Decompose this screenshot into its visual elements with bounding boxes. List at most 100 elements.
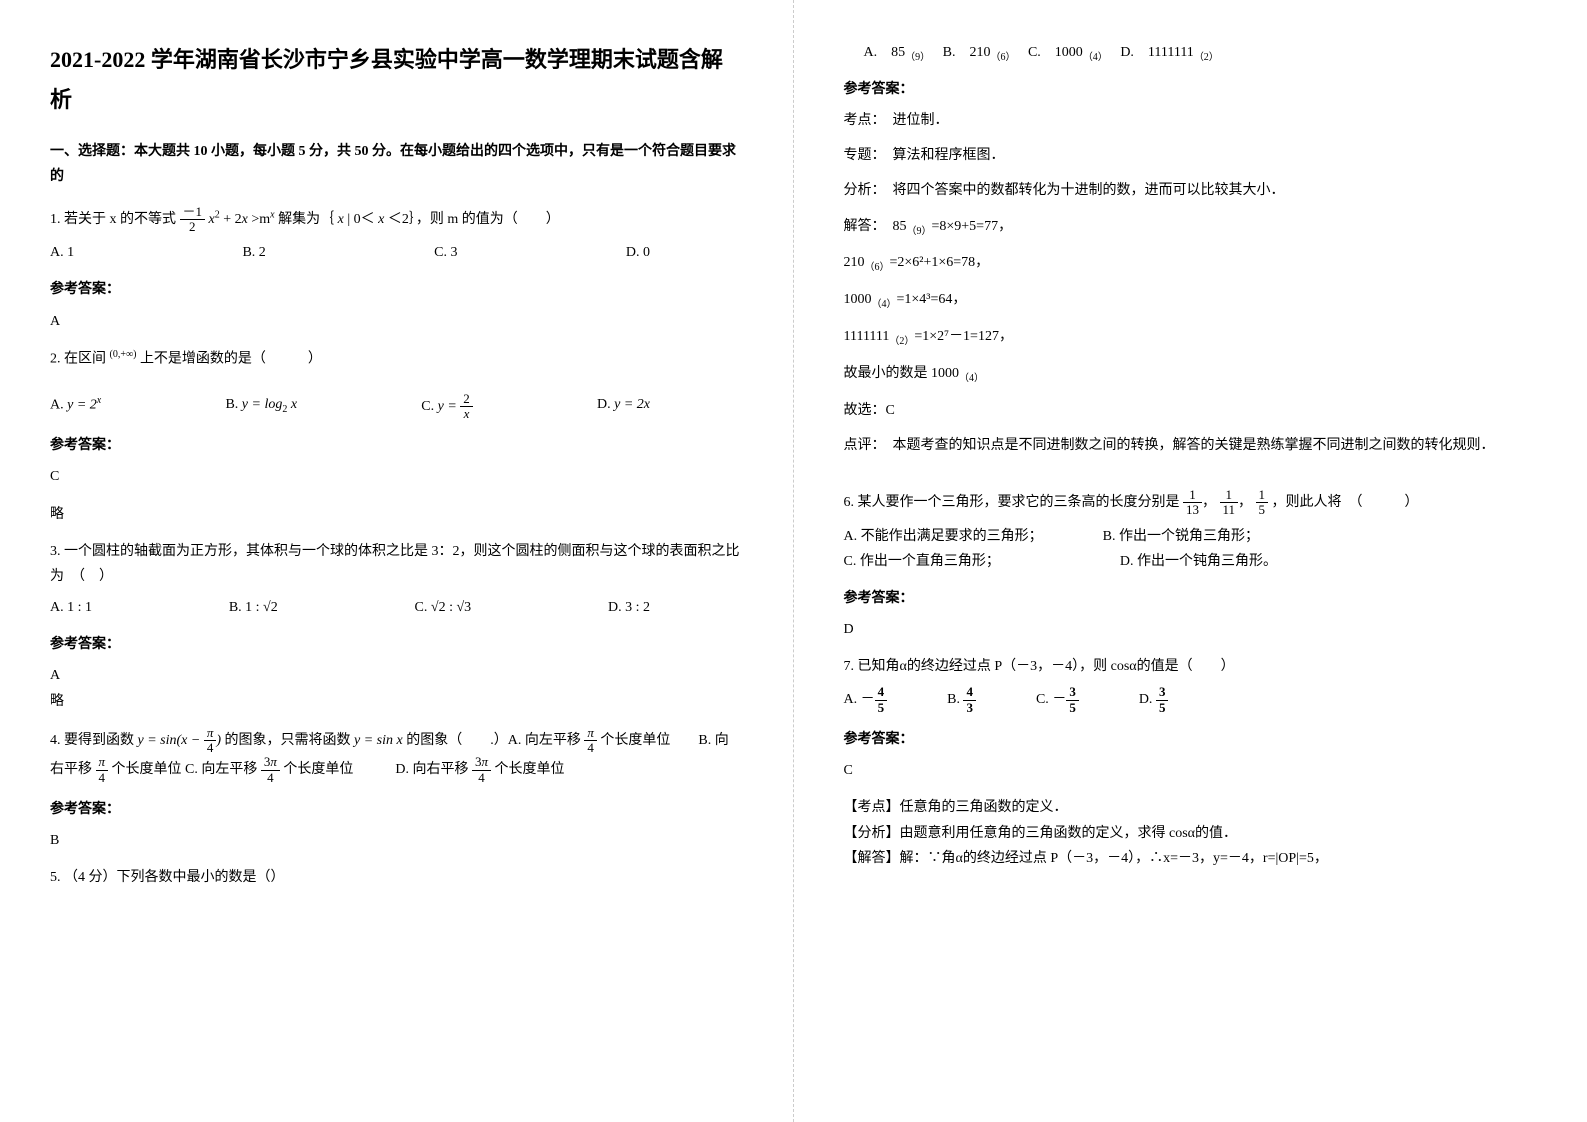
q5-text: 5. （4 分）下列各数中最小的数是（） <box>50 865 743 890</box>
s4b: （4） <box>872 299 897 310</box>
cp: ) <box>216 733 221 748</box>
q6-optA: A. 不能作出满足要求的三角形； <box>844 524 1043 549</box>
q3-optB: B. 1 : √2 <box>229 595 278 620</box>
q4-answer: B <box>50 828 743 853</box>
7bd: 3 <box>963 701 976 715</box>
d4a: 4 <box>204 741 217 755</box>
q4-fn2: y = sin x <box>354 733 403 748</box>
q2-interval: (0,+∞) <box>110 349 137 360</box>
q1-optA: A. 1 <box>50 240 74 265</box>
pi1: π <box>207 725 214 740</box>
d4d: 4 <box>261 771 280 785</box>
fenxi: 分析： 将四个答案中的数都转化为十进制的数，进而可以比较其大小． <box>844 178 1538 203</box>
s4c: （4） <box>959 373 984 384</box>
q4-tail4: 个长度单位 <box>495 762 565 777</box>
s9b: （9） <box>907 225 932 236</box>
7d: D. <box>1139 692 1156 707</box>
zhuanti: 专题： 算法和程序框图． <box>844 143 1538 168</box>
pi4: π <box>270 754 277 769</box>
fx: 将四个答案中的数都转化为十进制的数，进而可以比较其大小． <box>893 183 1285 198</box>
q2-prefix: 2. 在区间 <box>50 351 106 366</box>
section-intro: 一、选择题：本大题共 10 小题，每小题 5 分，共 50 分。在每小题给出的四… <box>50 139 743 189</box>
q7-jieda: 【解答】解：∵角α的终边经过点 P（－3，－4），∴x=－3，y=－4，r=|O… <box>844 846 1538 871</box>
q7-answer: C <box>844 758 1538 783</box>
q2-note: 略 <box>50 502 743 527</box>
l4s: =1×2⁷－1=127， <box>914 329 1013 344</box>
5a: A. 85 <box>864 45 906 60</box>
q1-cond2: ＜2｝，则 m 的值为（ ） <box>388 212 560 227</box>
cm: : <box>446 600 457 615</box>
q1-optC: C. 3 <box>434 240 457 265</box>
7c: C. <box>1036 692 1052 707</box>
yf: y = <box>438 399 461 414</box>
sp2: ， <box>1238 495 1252 510</box>
line3: 1000（4）=1×4³=64， <box>844 287 1538 314</box>
kd: 进位制． <box>893 113 949 128</box>
dpl: 点评： <box>844 438 879 453</box>
q7-text: 7. 已知角α的终边经过点 P（－3，－4），则 cosα的值是（ ） <box>844 654 1538 679</box>
5d: D. 1111111 <box>1120 45 1194 60</box>
oa: A. <box>50 397 67 412</box>
s22: √2 <box>431 600 446 615</box>
page-title: 2021-2022 学年湖南省长沙市宁乡县实验中学高一数学理期末试题含解析 <box>50 40 743 119</box>
xc: x <box>338 212 344 227</box>
line4: 1111111（2）=1×2⁷－1=127， <box>844 324 1538 351</box>
ylog: y = log <box>242 397 283 412</box>
q4-fn1: y = sin(x − <box>138 733 204 748</box>
q6-prefix: 6. 某人要作一个三角形，要求它的三条高的长度分别是 <box>844 495 1180 510</box>
f2d: 11 <box>1220 503 1239 517</box>
question-6: 6. 某人要作一个三角形，要求它的三条高的长度分别是 113， 111， 15 … <box>844 488 1538 574</box>
fxl: 分析： <box>844 183 879 198</box>
kaodian: 考点： 进位制． <box>844 108 1538 133</box>
q6-optD: D. 作出一个钝角三角形。 <box>1120 549 1277 574</box>
d4b: 4 <box>584 741 597 755</box>
n1: 1 <box>196 204 203 219</box>
question-2: 2. 在区间 (0,+∞) 上不是增函数的是（ ） A. y = 2x B. y… <box>50 346 743 421</box>
q2-optC: C. y = 2x <box>421 392 473 422</box>
l4p: 1111111 <box>844 329 890 344</box>
line5: 故最小的数是 1000（4） <box>844 361 1538 388</box>
xl: x <box>291 397 297 412</box>
7cn: 3 <box>1066 685 1079 700</box>
kdl: 考点： <box>844 113 879 128</box>
d4c: 4 <box>96 771 109 785</box>
q6-answer: D <box>844 617 1538 642</box>
q7-optA: A. －45 <box>844 685 888 715</box>
q2-optA: A. y = 2x <box>50 392 101 422</box>
s2c: （2） <box>889 336 914 347</box>
q7-optD: D. 35 <box>1139 685 1169 715</box>
q4-mid: 的图象，只需将函数 <box>225 733 351 748</box>
s2b: （2） <box>1194 52 1219 63</box>
l5p: 故最小的数是 1000 <box>844 366 960 381</box>
q1-prefix: 1. 若关于 x 的不等式 <box>50 212 180 227</box>
answer-label-6: 参考答案： <box>844 586 1538 611</box>
l1p: 85 <box>893 219 907 234</box>
l3s: =1×4³=64， <box>897 292 967 307</box>
sp1: ， <box>1202 495 1216 510</box>
q1-optD: D. 0 <box>626 240 650 265</box>
q1-answer: A <box>50 309 743 334</box>
ng2: － <box>1052 692 1066 707</box>
q3-optA: A. 1 : 1 <box>50 595 92 620</box>
ng1: － <box>861 692 875 707</box>
question-1: 1. 若关于 x 的不等式 －12 x2 + 2x >mx 解集为｛ x | 0… <box>50 205 743 266</box>
q2-optB: B. y = log2 x <box>225 392 297 422</box>
q3-answer: A <box>50 663 743 688</box>
dp: 本题考查的知识点是不同进制数之间的转换，解答的关键是熟练掌握不同进制之间数的转化… <box>893 438 1495 453</box>
jieda: 解答： 85（9）=8×9+5=77， <box>844 214 1538 241</box>
fn: 2 <box>460 392 473 407</box>
xv: x <box>242 212 248 227</box>
s6: （6） <box>990 52 1010 63</box>
pi3: π <box>99 754 106 769</box>
7b: B. <box>947 692 963 707</box>
7a: A. <box>844 692 861 707</box>
pi5: π <box>482 754 489 769</box>
neg: － <box>183 204 196 219</box>
answer-label-5: 参考答案： <box>844 77 1538 102</box>
q1-suffix: 解集为｛ <box>278 212 334 227</box>
jdl: 解答： <box>844 219 879 234</box>
line6: 故选：C <box>844 398 1538 423</box>
q5-optD: D. 1111111（2） <box>1120 45 1219 60</box>
dianping: 点评： 本题考查的知识点是不同进制数之间的转换，解答的关键是熟练掌握不同进制之间… <box>844 433 1538 458</box>
q7-fenxi: 【分析】由题意利用任意角的三角函数的定义，求得 cosα的值． <box>844 821 1538 846</box>
